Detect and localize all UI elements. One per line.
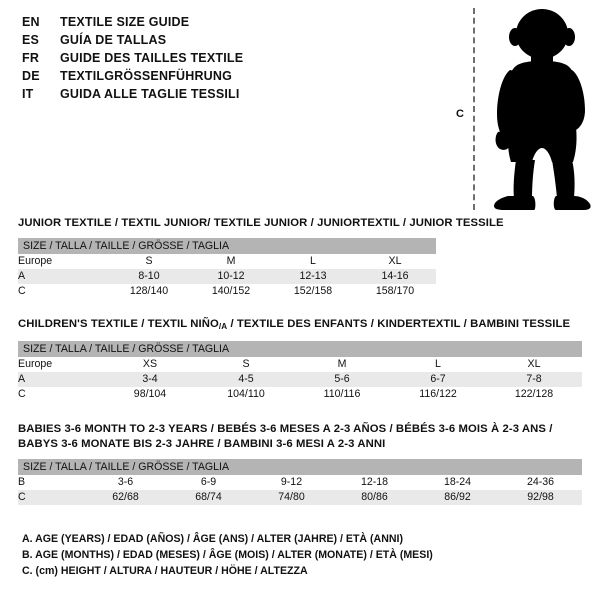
cell-value: 104/110 <box>198 387 294 403</box>
cell-value: 9-12 <box>250 475 333 490</box>
cell-value: 68/74 <box>167 490 250 505</box>
table-band-header: SIZE / TALLA / TAILLE / GRÖSSE / TAGLIA <box>18 341 583 358</box>
cell-value: 5-6 <box>294 372 390 388</box>
cell-value: 3-6 <box>84 475 167 490</box>
table-row: A 3-4 4-5 5-6 6-7 7-8 <box>18 372 583 388</box>
cell-value: XS <box>102 357 198 373</box>
section-title-children-suffix: / TEXTILE DES ENFANTS / KINDERTEXTIL / B… <box>227 318 571 330</box>
guide-title-en: TEXTILE SIZE GUIDE <box>60 15 190 29</box>
table-band-header: SIZE / TALLA / TAILLE / GRÖSSE / TAGLIA <box>18 459 583 475</box>
cell-value: S <box>108 254 190 269</box>
language-row: EN TEXTILE SIZE GUIDE <box>22 13 422 31</box>
cell-value: 122/128 <box>486 387 583 403</box>
section-title-children: CHILDREN'S TEXTILE / TEXTIL NIÑO/A / TEX… <box>18 317 582 334</box>
table-row: Europe S M L XL <box>18 254 437 269</box>
table-row: C 128/140 140/152 152/158 158/170 <box>18 284 437 299</box>
cell-value: 10-12 <box>190 269 272 284</box>
babies-size-table: SIZE / TALLA / TAILLE / GRÖSSE / TAGLIA … <box>18 459 583 505</box>
legend-line-b: B. AGE (MONTHS) / EDAD (MESES) / ÂGE (MO… <box>22 549 433 561</box>
language-code-fr: FR <box>22 51 40 65</box>
cell-value: 12-18 <box>333 475 416 490</box>
section-title-junior: JUNIOR TEXTILE / TEXTIL JUNIOR/ TEXTILE … <box>18 217 504 229</box>
language-code-es: ES <box>22 33 40 47</box>
language-code-de: DE <box>22 69 40 83</box>
cell-value: 86/92 <box>416 490 499 505</box>
cell-value: 152/158 <box>272 284 354 299</box>
band-label-babies: SIZE / TALLA / TAILLE / GRÖSSE / TAGLIA <box>18 459 583 475</box>
junior-size-table: SIZE / TALLA / TAILLE / GRÖSSE / TAGLIA … <box>18 238 437 299</box>
row-label: Europe <box>18 254 108 269</box>
cell-value: L <box>272 254 354 269</box>
legend-line-c: C. (cm) HEIGHT / ALTURA / HAUTEUR / HÖHE… <box>22 565 308 577</box>
cell-value: 3-4 <box>102 372 198 388</box>
cell-value: 4-5 <box>198 372 294 388</box>
row-label: B <box>18 475 84 490</box>
band-label-junior: SIZE / TALLA / TAILLE / GRÖSSE / TAGLIA <box>18 238 437 254</box>
table-row: C 98/104 104/110 110/116 116/122 122/128 <box>18 387 583 403</box>
legend-line-a: A. AGE (YEARS) / EDAD (AÑOS) / ÂGE (ANS)… <box>22 533 403 545</box>
cell-value: 6-7 <box>390 372 486 388</box>
cell-value: M <box>190 254 272 269</box>
cell-value: 92/98 <box>499 490 583 505</box>
band-label-children: SIZE / TALLA / TAILLE / GRÖSSE / TAGLIA <box>18 341 583 358</box>
cell-value: 110/116 <box>294 387 390 403</box>
cell-value: XL <box>354 254 437 269</box>
cell-value: 80/86 <box>333 490 416 505</box>
guide-title-fr: GUIDE DES TAILLES TEXTILE <box>60 51 244 65</box>
cell-value: 18-24 <box>416 475 499 490</box>
guide-title-it: GUIDA ALLE TAGLIE TESSILI <box>60 87 240 101</box>
language-code-en: EN <box>22 15 40 29</box>
cell-value: 7-8 <box>486 372 583 388</box>
cell-value: 98/104 <box>102 387 198 403</box>
legend-footer: A. AGE (YEARS) / EDAD (AÑOS) / ÂGE (ANS)… <box>22 531 433 579</box>
row-label: Europe <box>18 357 102 373</box>
table-row: B 3-6 6-9 9-12 12-18 18-24 24-36 <box>18 475 583 490</box>
row-label: A <box>18 269 108 284</box>
children-size-table: SIZE / TALLA / TAILLE / GRÖSSE / TAGLIA … <box>18 341 583 403</box>
cell-value: 14-16 <box>354 269 437 284</box>
section-title-babies-line2: BABYS 3-6 MONATE BIS 2-3 JAHRE / BAMBINI… <box>18 438 386 450</box>
language-row: DE TEXTILGRÖSSENFÜHRUNG <box>22 67 422 85</box>
height-axis-label: C <box>456 108 464 120</box>
cell-value: S <box>198 357 294 373</box>
section-title-babies-line1: BABIES 3-6 MONTH TO 2-3 YEARS / BEBÉS 3-… <box>18 423 553 435</box>
language-row: IT GUIDA ALLE TAGLIE TESSILI <box>22 85 422 103</box>
language-code-it: IT <box>22 87 34 101</box>
cell-value: M <box>294 357 390 373</box>
cell-value: L <box>390 357 486 373</box>
table-row: Europe XS S M L XL <box>18 357 583 373</box>
section-title-children-prefix: CHILDREN'S TEXTILE / TEXTIL NIÑO <box>18 318 219 330</box>
cell-value: 8-10 <box>108 269 190 284</box>
language-header: EN TEXTILE SIZE GUIDE ES GUÍA DE TALLAS … <box>22 13 422 103</box>
height-dashed-line <box>473 8 475 210</box>
cell-value: 62/68 <box>84 490 167 505</box>
guide-title-de: TEXTILGRÖSSENFÜHRUNG <box>60 69 233 83</box>
cell-value: 116/122 <box>390 387 486 403</box>
cell-value: 24-36 <box>499 475 583 490</box>
cell-value: 74/80 <box>250 490 333 505</box>
cell-value: XL <box>486 357 583 373</box>
language-row: FR GUIDE DES TAILLES TEXTILE <box>22 49 422 67</box>
section-title-children-subscript: /A <box>218 322 228 332</box>
guide-title-es: GUÍA DE TALLAS <box>60 33 167 47</box>
section-childrens-textile: CHILDREN'S TEXTILE / TEXTIL NIÑO/A / TEX… <box>18 317 583 403</box>
table-row: C 62/68 68/74 74/80 80/86 86/92 92/98 <box>18 490 583 505</box>
row-label: C <box>18 284 108 299</box>
cell-value: 128/140 <box>108 284 190 299</box>
table-band-header: SIZE / TALLA / TAILLE / GRÖSSE / TAGLIA <box>18 238 437 254</box>
cell-value: 140/152 <box>190 284 272 299</box>
cell-value: 158/170 <box>354 284 437 299</box>
height-measurement-figure: C <box>448 4 598 214</box>
cell-value: 12-13 <box>272 269 354 284</box>
cell-value: 6-9 <box>167 475 250 490</box>
row-label: C <box>18 387 102 403</box>
table-row: A 8-10 10-12 12-13 14-16 <box>18 269 437 284</box>
toddler-silhouette-icon <box>494 9 591 210</box>
row-label: A <box>18 372 102 388</box>
row-label: C <box>18 490 84 505</box>
section-babies-textile: BABIES 3-6 MONTH TO 2-3 YEARS / BEBÉS 3-… <box>18 422 583 505</box>
section-junior-textile: JUNIOR TEXTILE / TEXTIL JUNIOR/ TEXTILE … <box>18 216 504 299</box>
language-row: ES GUÍA DE TALLAS <box>22 31 422 49</box>
